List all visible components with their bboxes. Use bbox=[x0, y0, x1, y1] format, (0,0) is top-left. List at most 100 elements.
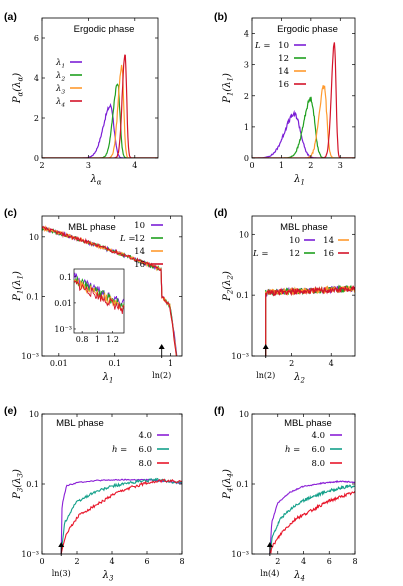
y-tick-label: 0.1 bbox=[236, 291, 249, 300]
series-line bbox=[269, 480, 355, 554]
legend-label: 10 bbox=[289, 236, 300, 246]
legend-label: 14 bbox=[134, 247, 145, 257]
inset-x-tick-label: 1 bbox=[95, 335, 100, 344]
plot-frame bbox=[41, 215, 183, 357]
panel-e: (e) 0 2 4 6 8 10⁻³ 0.1 10 λ3 P3(λ3) MBL phase h = 4.0… bbox=[4, 405, 185, 583]
x-tick-label: 6 bbox=[327, 557, 332, 566]
y-tick-label: 0 bbox=[244, 154, 249, 163]
series-line bbox=[252, 96, 355, 158]
legend-header: h = bbox=[112, 445, 127, 455]
y-tick-label: 0.1 bbox=[26, 480, 39, 489]
y-tick-label: 4 bbox=[244, 30, 249, 39]
series-group bbox=[42, 224, 178, 356]
plot-frame bbox=[251, 17, 356, 159]
x-tick-label: 2 bbox=[289, 359, 294, 368]
annotation-arrowhead bbox=[266, 542, 273, 547]
y-tick-label: 10 bbox=[29, 410, 39, 419]
y-tick-label: 1 bbox=[244, 123, 249, 132]
y-tick-label: 10 bbox=[29, 233, 39, 242]
inset-y-tick-label: 0.01 bbox=[54, 299, 72, 308]
series-line bbox=[252, 42, 355, 158]
panel-title: MBL phase bbox=[280, 222, 328, 233]
legend-label: 6.0 bbox=[138, 445, 152, 455]
panel-label: (c) bbox=[4, 207, 17, 219]
y-axis-label: P1(λ1) bbox=[222, 73, 235, 104]
panel-title: Ergodic phase bbox=[74, 24, 135, 35]
x-axis-label: λ1 bbox=[293, 174, 305, 187]
annotation-label: ln(3) bbox=[52, 569, 71, 578]
legend-label: 4.0 bbox=[138, 431, 152, 441]
legend-label: 16 bbox=[134, 260, 145, 270]
series-group bbox=[60, 477, 182, 554]
plot-frame bbox=[251, 215, 356, 357]
panel-c: (c) 0.01 0.1 1 10⁻³ 0.1 10 λ1 P1(λ1) MBL phase 10 L… bbox=[4, 207, 183, 385]
x-tick-label: 4 bbox=[329, 359, 334, 368]
panel-title: MBL phase bbox=[68, 222, 116, 233]
legend-label: 12 bbox=[278, 54, 289, 64]
x-axis-label: λ3 bbox=[102, 570, 114, 583]
x-tick-label: 1 bbox=[168, 359, 173, 368]
x-tick-label: 8 bbox=[352, 557, 357, 566]
legend-label: λ1 bbox=[55, 58, 65, 70]
legend-label: 16 bbox=[278, 80, 289, 90]
series-line bbox=[42, 226, 177, 356]
y-axis-label-group: P3(λ3) bbox=[12, 469, 25, 500]
y-axis-label: P1(λ1) bbox=[12, 271, 25, 302]
annotation-arrowhead bbox=[58, 542, 65, 547]
legend-label: 8.0 bbox=[138, 459, 152, 469]
x-tick-label: 0.01 bbox=[50, 359, 68, 368]
series-line bbox=[265, 284, 355, 356]
series-group bbox=[269, 480, 355, 554]
y-axis-label: P3(λ3) bbox=[12, 469, 25, 500]
legend-label: 16 bbox=[323, 249, 334, 259]
legend-label: 4.0 bbox=[311, 431, 325, 441]
inset-frame bbox=[73, 268, 125, 334]
series-group bbox=[252, 42, 355, 158]
y-tick-label: 10⁻³ bbox=[231, 352, 249, 361]
legend-label: 10 bbox=[134, 221, 145, 231]
y-tick-label: 10⁻³ bbox=[231, 550, 249, 559]
series-line bbox=[60, 477, 182, 554]
y-axis-label: P2(λ2) bbox=[222, 271, 235, 302]
y-tick-label: 0 bbox=[34, 154, 39, 163]
panel-f: (f) 2 4 6 8 10⁻³ 0.1 10 λ4 P4(λ4) MBL phase h = 4.0 6… bbox=[214, 405, 358, 583]
panel-title: MBL phase bbox=[56, 418, 104, 429]
annotation-arrowhead bbox=[158, 344, 165, 349]
x-tick-label: 4 bbox=[109, 557, 114, 566]
legend-label: 12 bbox=[289, 249, 300, 259]
inset-x-tick-label: 0.8 bbox=[76, 335, 89, 344]
inset-y-tick-label: 10⁻³ bbox=[54, 325, 72, 334]
x-axis-label: λα bbox=[89, 174, 101, 187]
x-tick-label: 6 bbox=[144, 557, 149, 566]
x-tick-label: 0 bbox=[39, 557, 44, 566]
series-line bbox=[252, 109, 355, 158]
series-line bbox=[42, 83, 158, 158]
legend-label: 12 bbox=[134, 234, 145, 244]
x-tick-label: 2 bbox=[74, 557, 79, 566]
series-line bbox=[265, 284, 355, 356]
y-tick-label: 10 bbox=[239, 410, 249, 419]
series-line bbox=[60, 478, 182, 554]
series-group bbox=[265, 284, 355, 356]
y-axis-label: Pα(λα) bbox=[12, 73, 25, 104]
y-tick-label: 0.1 bbox=[26, 292, 39, 301]
panel-label: (d) bbox=[214, 207, 227, 219]
x-tick-label: 0 bbox=[249, 161, 254, 170]
y-axis-label-group: P2(λ2) bbox=[222, 271, 235, 302]
panel-d: (d) 2 4 10⁻³ 0.1 10 λ2 P2(λ2) MBL phase L = 10 14 12… bbox=[214, 207, 356, 385]
inset-y-tick-label: 0.1 bbox=[59, 273, 72, 282]
y-tick-label: 4 bbox=[34, 74, 39, 83]
legend-header: L = bbox=[254, 41, 270, 51]
series-line bbox=[265, 285, 355, 356]
legend-header: h = bbox=[285, 445, 300, 455]
y-axis-label-group: P1(λ1) bbox=[12, 271, 25, 302]
legend-label: λ4 bbox=[55, 97, 65, 109]
y-tick-label: 3 bbox=[244, 61, 249, 70]
x-tick-label: 3 bbox=[338, 161, 343, 170]
annotation-label: ln(4) bbox=[260, 569, 279, 578]
panel-label: (b) bbox=[214, 11, 227, 23]
inset-series-line bbox=[73, 280, 125, 314]
x-tick-label: 2 bbox=[39, 161, 44, 170]
x-tick-label: 4 bbox=[301, 557, 306, 566]
